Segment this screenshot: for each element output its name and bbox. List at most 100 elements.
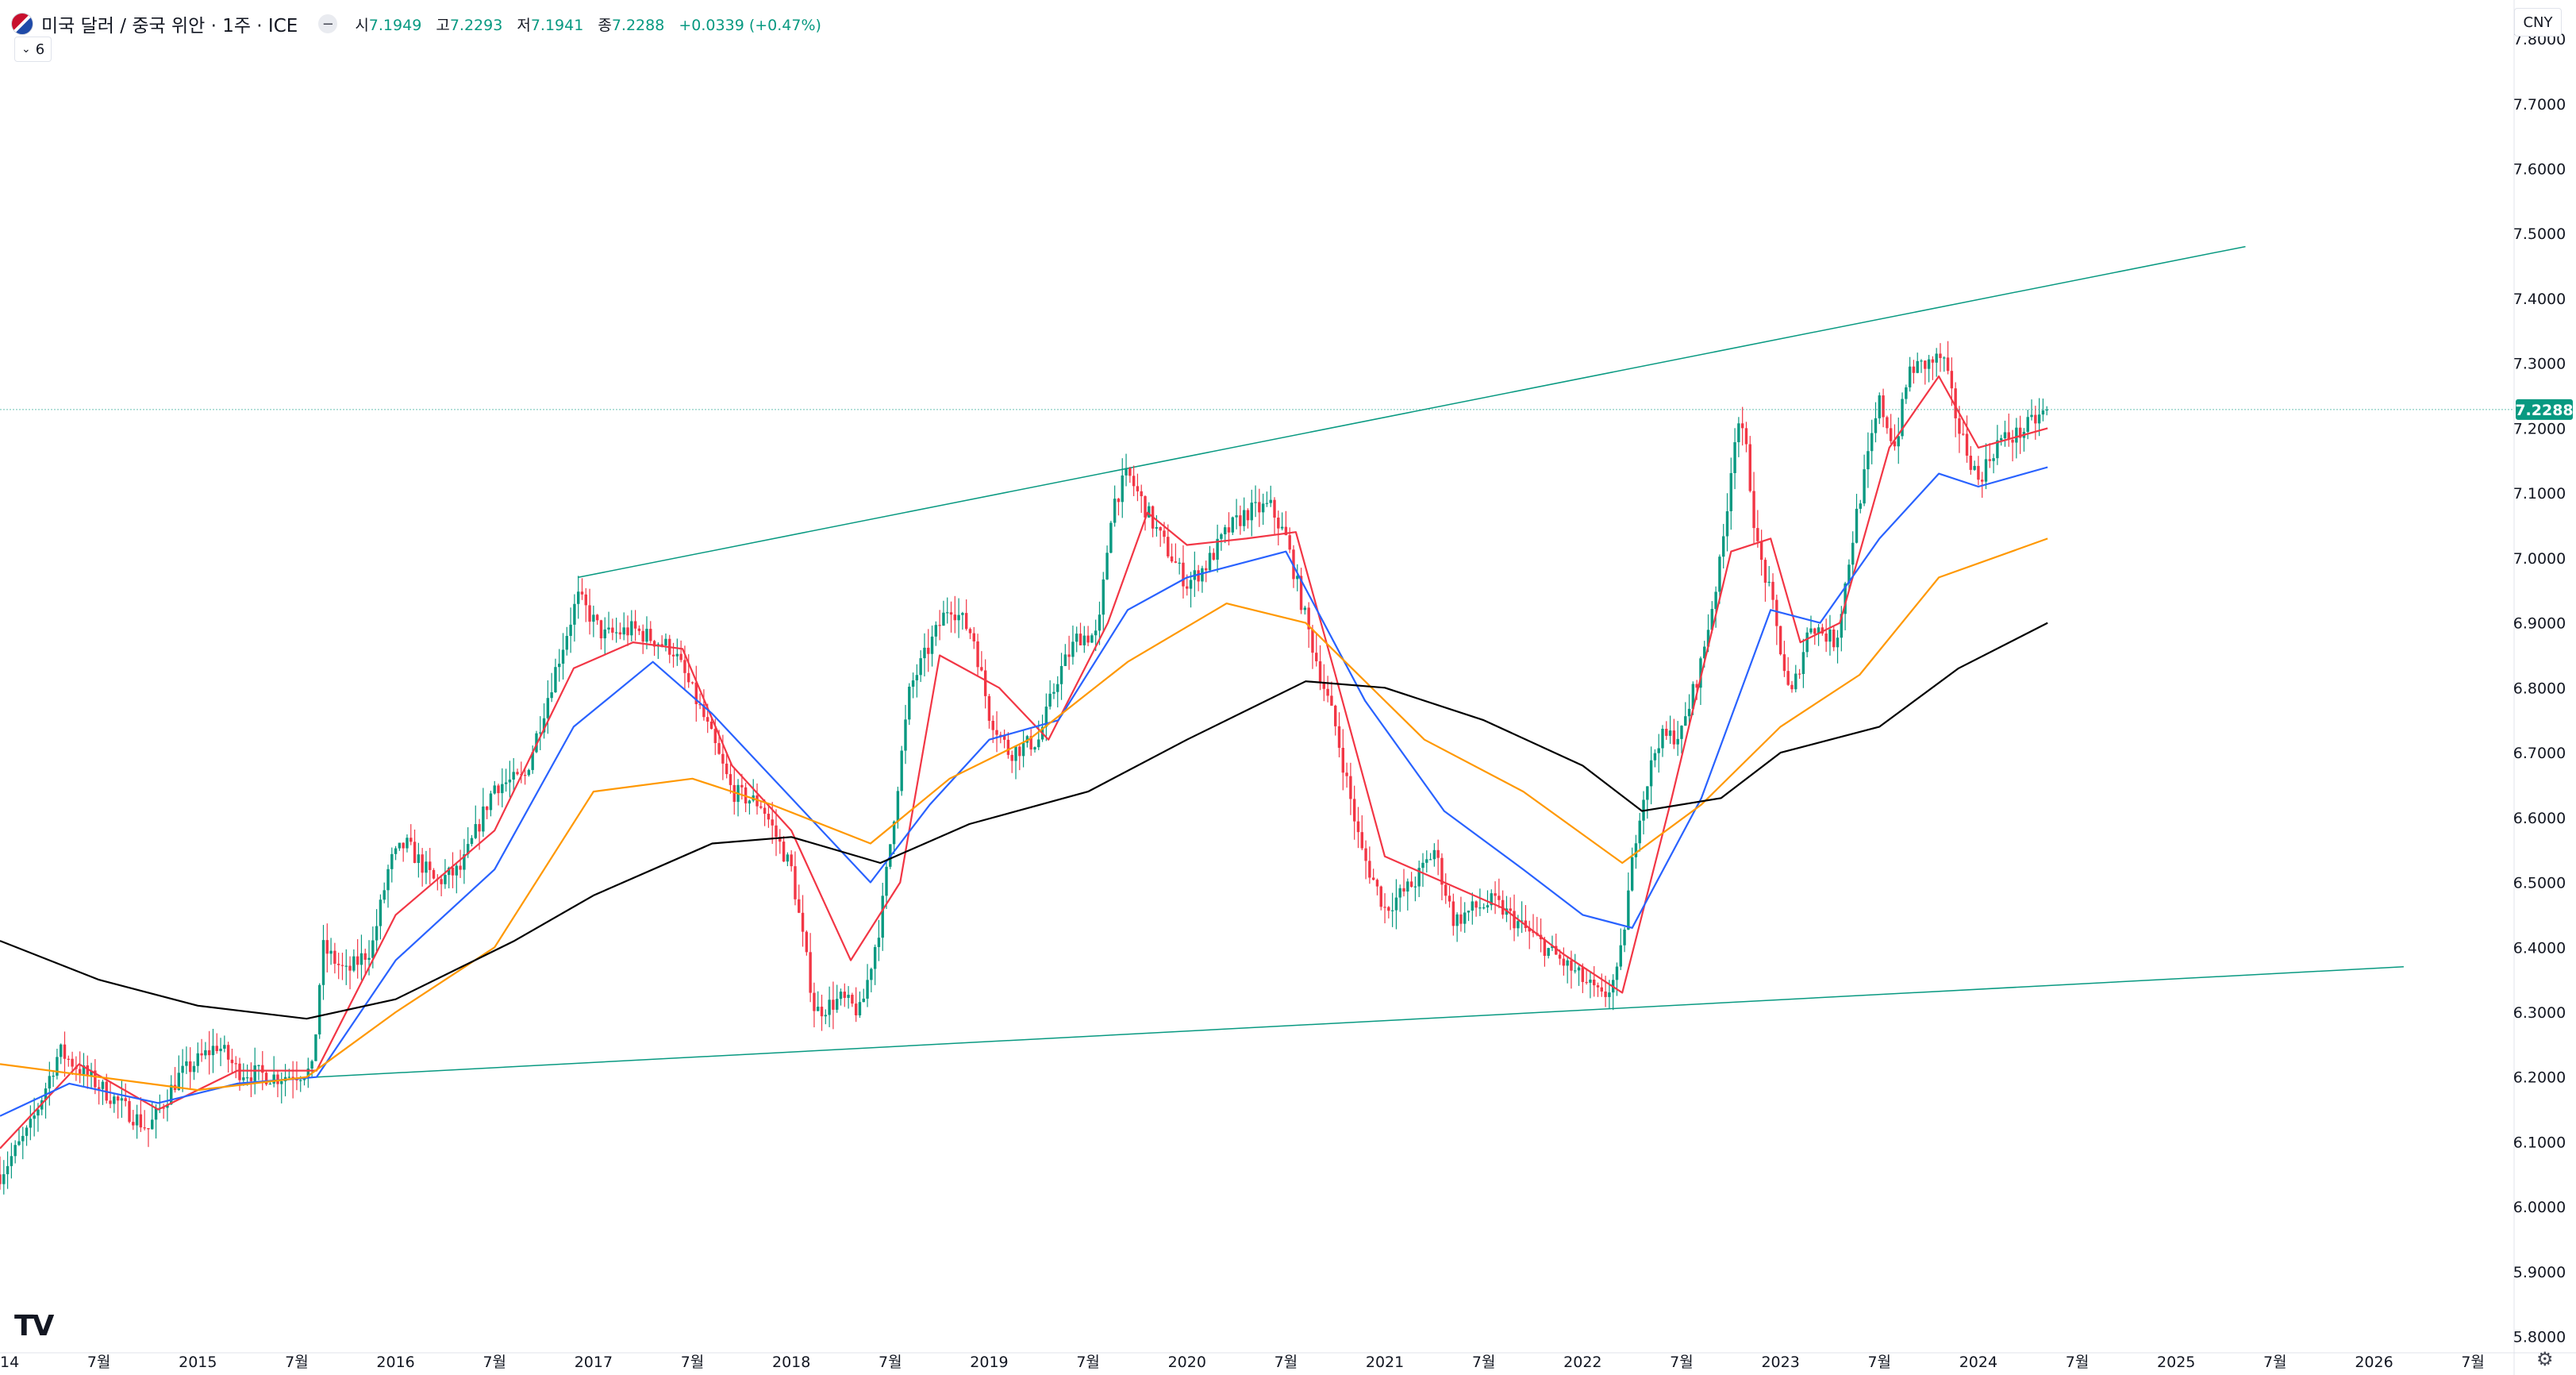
close-value: 7.2288 [611,16,665,34]
candle-body [1931,359,1935,363]
candle-body [402,842,405,849]
candle-body [1006,739,1010,755]
gear-icon[interactable]: ⚙ [2536,1348,2554,1370]
candle [930,625,934,667]
candle [189,1047,192,1089]
symbol-title[interactable]: 미국 달러 / 중국 위안 · 1주 · ICE [41,16,298,37]
candle-body [980,667,983,671]
candle [132,1110,135,1130]
candle-body [444,875,447,884]
price-tick-label: 5.8000 [2513,1329,2566,1346]
candle [295,1061,298,1091]
candle [542,703,546,739]
candle [866,964,869,1007]
candle-body [801,912,805,932]
candle [352,949,356,973]
candle [1748,436,1751,493]
price-axis[interactable]: 7.80007.70007.60007.50007.40007.30007.20… [2513,31,2566,1346]
candle [843,983,846,1007]
candle-body [223,1045,226,1049]
tradingview-logo[interactable]: TV [14,1310,54,1342]
candle-body [459,865,462,870]
candle [451,852,455,888]
candle-body [120,1098,124,1101]
candle-body [132,1122,135,1126]
candle-body [972,633,975,641]
trend-line-2[interactable] [316,966,2404,1078]
candle-body [336,963,340,965]
time-tick-label: 7월 [1076,1354,1100,1371]
candle-body [1954,388,1957,418]
price-badge-label: 7.2288 [2515,402,2573,419]
candle [546,680,550,734]
candle [402,842,405,862]
candle [1889,414,1893,445]
candle-body [1999,438,2003,441]
candle-body [1965,433,1969,456]
candle-body [1566,960,1569,966]
candle [219,1038,222,1066]
candle-body [253,1065,256,1081]
candle-body [1277,518,1280,529]
currency-button[interactable]: CNY [2514,8,2562,37]
moving-average-line-2 [0,466,2048,1117]
candle-body [333,950,336,964]
candle-body [1520,920,1524,922]
candle [1299,568,1303,614]
trend-lines[interactable] [316,245,2404,1078]
candle-body [1148,506,1151,518]
candle [1075,626,1078,653]
open-value: 7.1949 [368,16,422,34]
minus-icon[interactable]: − [318,14,338,33]
candle-body [29,1119,33,1128]
candle-body [999,734,1002,736]
candle-body [983,670,987,696]
candle-body [911,680,915,687]
candle-body [181,1065,184,1073]
candle [493,780,496,795]
candle [1882,388,1885,428]
candle-body [1870,433,1874,452]
candle-body [2030,414,2033,418]
candle-body [1436,849,1440,858]
candle-body [1771,581,1774,600]
candle-body [1349,776,1352,799]
candle-body [873,946,877,969]
candle [1242,497,1246,532]
trend-line-1[interactable] [577,245,2246,579]
candle [1581,963,1585,993]
candle-body [1059,665,1063,684]
candle-body [1756,528,1759,541]
candle-body [991,720,994,730]
candle-body [113,1096,116,1104]
candle [1943,356,1946,372]
candle-body [1056,684,1059,692]
indicators-toggle-button[interactable]: ⌄ 6 [14,37,52,62]
candle-body [588,605,591,622]
candle [805,930,809,956]
candle-body [923,647,926,659]
time-tick-label: 2019 [970,1354,1008,1371]
candle [2,1160,6,1195]
close-label: 종 [598,16,612,34]
candle-body [1581,967,1585,982]
candle [463,838,466,884]
candle [1813,627,1817,645]
candle-body [497,785,500,794]
candle [1390,892,1394,927]
candle-body [234,1063,237,1065]
candle-body [215,1046,218,1052]
candle [2011,429,2014,462]
candle-body [717,743,721,754]
candle [892,820,896,854]
candle-body [63,1044,67,1059]
candle-body [584,594,587,606]
time-axis[interactable]: 2014 7월 2015 7월 2016 7월 2017 7월 2018 7월 2019 7월 2020… [0,1354,2485,1371]
candle-body [1828,629,1832,642]
candle [470,834,474,847]
candle-body [938,625,941,626]
candle-body [561,649,565,664]
candle [101,1079,105,1105]
candle-body [1220,534,1223,539]
